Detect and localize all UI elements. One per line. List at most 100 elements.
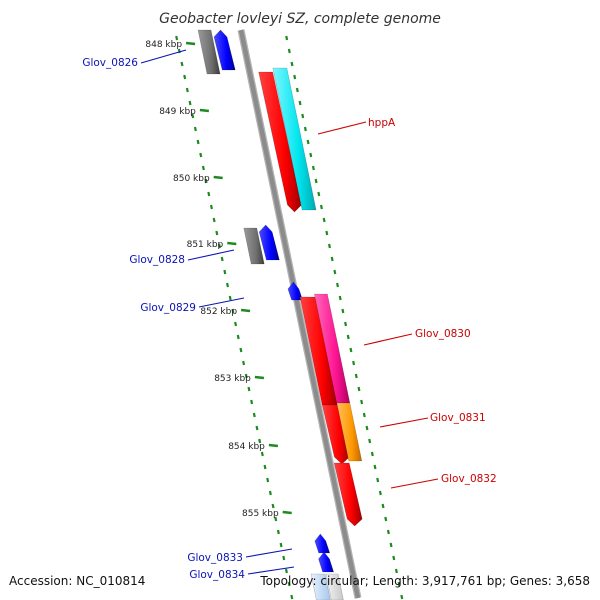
outer-boundary-dot [338, 295, 342, 301]
outer-boundary-dot [328, 243, 331, 249]
cds-light-blue-bottom[interactable] [310, 573, 331, 600]
inner-boundary-dot [207, 191, 211, 197]
outer-boundary-dot [341, 308, 345, 314]
gene-label-glov-0832[interactable]: Glov_0832 [441, 473, 497, 485]
inner-boundary-dot [258, 438, 262, 444]
outer-boundary-dot [301, 113, 305, 119]
kbp-tick-mark [282, 510, 292, 515]
outer-boundary-dot [314, 178, 318, 184]
gene-label-glov-0830[interactable]: Glov_0830 [415, 328, 471, 340]
outer-boundary-dot [394, 568, 398, 574]
outer-boundary-dot [349, 347, 353, 353]
inner-boundary-dot [234, 321, 238, 327]
kbp-tick-mark [240, 308, 251, 313]
inner-boundary-dot [215, 230, 219, 236]
cds-gray-glov-0826-partner[interactable] [197, 29, 221, 75]
leader-glov-0832 [390, 478, 439, 489]
gene-label-glov-0831[interactable]: Glov_0831 [430, 412, 486, 424]
inner-boundary-dot [204, 178, 208, 184]
inner-boundary-dot [282, 555, 286, 561]
kbp-tick-label: 851 kbp [187, 240, 224, 250]
cds-glov-0833[interactable] [314, 533, 331, 554]
inner-boundary-dot [247, 386, 251, 392]
gene-label-glov-0826[interactable]: Glov_0826 [82, 57, 138, 69]
inner-boundary-dot [183, 74, 187, 80]
gene-label-glov-0834[interactable]: Glov_0834 [189, 569, 245, 581]
genome-backbone [238, 29, 361, 599]
outer-boundary-dot [309, 152, 313, 158]
outer-boundary-dot [365, 425, 369, 431]
cds-light-gray-bottom[interactable] [325, 573, 344, 600]
inner-boundary-dot [180, 61, 184, 67]
kbp-tick-label: 854 kbp [228, 442, 265, 452]
kbp-tick-label: 850 kbp [173, 174, 210, 184]
kbp-tick-mark [254, 375, 265, 380]
inner-boundary-dot [175, 35, 179, 41]
inner-boundary-dot [188, 100, 192, 106]
inner-boundary-dot [260, 451, 264, 457]
inner-boundary-dot [201, 165, 205, 171]
inner-boundary-dot [220, 256, 224, 262]
leader-glov-0830 [363, 333, 413, 346]
outer-boundary-dot [362, 412, 366, 418]
outer-boundary-dot [330, 256, 334, 262]
inner-boundary-dot [209, 204, 213, 210]
leader-glov-0829 [198, 297, 245, 308]
kbp-tick-label: 849 kbp [159, 107, 196, 117]
outer-boundary-dot [373, 464, 377, 470]
outer-boundary-dot [389, 542, 393, 548]
inner-boundary-dot [263, 464, 267, 470]
gene-label-glov-0828[interactable]: Glov_0828 [129, 254, 185, 266]
leader-glov-0826 [140, 49, 187, 64]
inner-boundary-dot [231, 308, 235, 314]
cds-glov-0829[interactable] [287, 281, 304, 301]
outer-boundary-dot [317, 191, 321, 197]
gene-label-hppa[interactable]: hppA [368, 117, 396, 129]
kbp-tick-mark [227, 241, 237, 246]
outer-boundary-dot [352, 360, 356, 366]
inner-boundary-dot [266, 477, 270, 483]
outer-boundary-dot [287, 48, 291, 54]
inner-boundary-dot [287, 581, 291, 587]
cds-hppa[interactable] [272, 67, 317, 211]
inner-boundary-dot [255, 425, 259, 431]
outer-boundary-dot [325, 230, 329, 236]
cds-red-hppa-partner[interactable] [258, 71, 302, 213]
outer-boundary-dot [319, 204, 323, 210]
kbp-tick-label: 848 kbp [145, 40, 182, 50]
outer-boundary-dot [392, 555, 396, 561]
cds-glov-0834[interactable] [318, 551, 335, 573]
outer-boundary-dot [303, 126, 307, 132]
inner-boundary-dot [252, 412, 256, 418]
inner-boundary-dot [276, 529, 280, 535]
cds-red-glov-0831-partner[interactable] [321, 404, 350, 465]
diagram-title: Geobacter lovleyi SZ, complete genome [159, 11, 441, 27]
gene-label-glov-0833[interactable]: Glov_0833 [187, 552, 243, 564]
cds-glov-0828[interactable] [258, 224, 280, 261]
kbp-tick-label: 853 kbp [214, 374, 251, 384]
inner-boundary-dot [244, 373, 248, 379]
inner-boundary-dot [196, 139, 200, 145]
outer-boundary-dot [381, 503, 385, 509]
outer-boundary-dot [290, 61, 294, 67]
outer-boundary-dot [360, 399, 364, 405]
inner-boundary-dot [239, 347, 243, 353]
outer-boundary-dot [378, 490, 382, 496]
slot-boundary-dotted-lines [175, 35, 404, 600]
outer-boundary-dot [295, 87, 299, 93]
leader-glov-0834 [247, 566, 295, 575]
cds-glov-0832[interactable] [333, 462, 363, 527]
outer-boundary-dot [386, 529, 390, 535]
gene-label-glov-0829[interactable]: Glov_0829 [140, 302, 196, 314]
cds-gray-glov-0828-partner[interactable] [243, 227, 265, 265]
cds-glov-0831[interactable] [336, 402, 363, 462]
outer-boundary-dot [306, 139, 310, 145]
kbp-tick-mark [199, 108, 210, 113]
inner-boundary-dot [191, 113, 195, 119]
outer-boundary-dot [311, 165, 315, 171]
cds-glov-0826[interactable] [213, 29, 236, 71]
kbp-tick-mark [185, 41, 196, 46]
outer-boundary-dot [384, 516, 388, 522]
outer-boundary-dot [400, 594, 404, 600]
